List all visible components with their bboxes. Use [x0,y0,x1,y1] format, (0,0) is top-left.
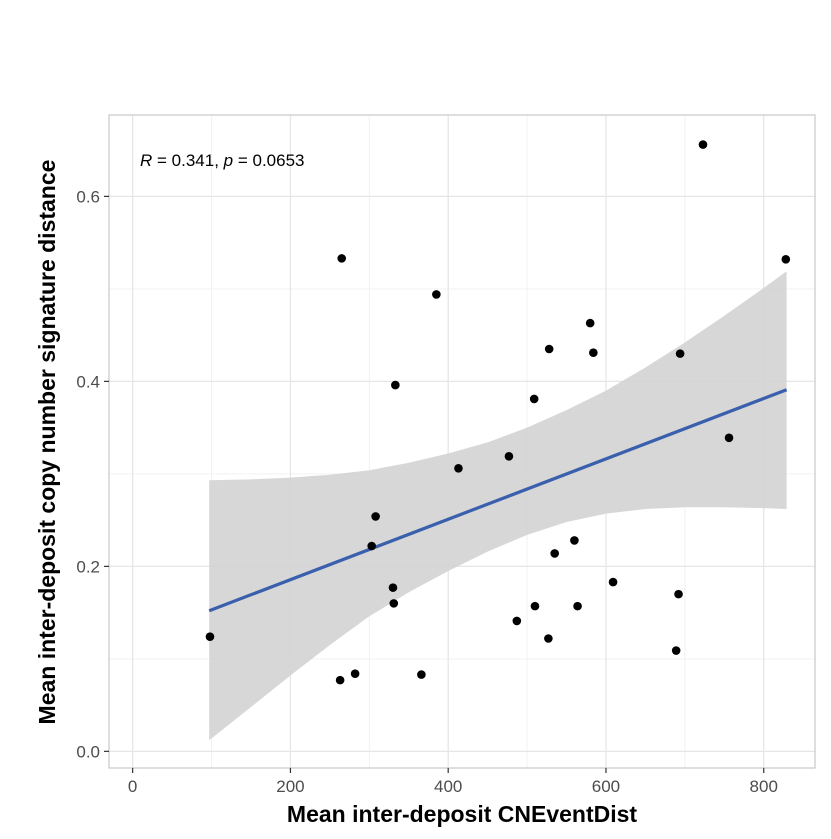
data-point [388,583,398,592]
data-point [544,344,554,354]
data-point [504,451,514,461]
data-point [550,549,559,558]
x-axis-title: Mean inter-deposit CNEventDist [287,801,637,827]
y-tick-label: 0.2 [76,557,100,576]
p-symbol: p [223,151,233,170]
data-point [530,601,540,611]
data-point [573,601,582,611]
data-point [371,512,380,521]
data-point [675,349,685,358]
data-point [698,140,708,149]
data-point [205,632,215,641]
regression-line [208,388,788,613]
confidence-band-layer [209,271,787,741]
data-point [454,464,463,473]
data-point [529,394,539,404]
data-point [674,589,683,599]
data-point [589,348,598,358]
data-point [724,433,734,443]
data-point [417,670,426,679]
x-tick-label: 600 [592,777,620,796]
correlation-annotation: R = 0.341, p = 0.0653 [140,151,305,170]
p-value: = 0.0653 [233,151,304,170]
x-tick-label: 200 [276,777,304,796]
y-axis-title: Mean inter-deposit copy number signature… [34,160,60,725]
y-tick-label: 0.0 [76,742,100,761]
data-point [335,675,345,685]
data-point [544,634,553,643]
y-tick-label: 0.6 [76,187,100,206]
r-value: = 0.341, [152,151,223,170]
data-point [671,646,681,655]
r-symbol: R [140,151,152,170]
data-point [350,669,360,678]
data-point [391,380,400,390]
data-point [432,290,441,299]
data-point [585,318,595,328]
y-tick-label: 0.4 [76,372,100,391]
regression-layer [208,388,788,613]
data-point [389,599,399,608]
y-axis: 0.0 0.2 0.4 0.6 [76,187,109,761]
confidence-band [209,271,787,741]
points-layer [205,140,791,685]
data-point [337,254,347,263]
panel-border [108,114,816,769]
data-point [781,254,791,264]
x-tick-label: 800 [750,777,778,796]
data-point [570,536,579,545]
x-tick-label: 400 [434,777,462,796]
data-point [367,541,376,551]
x-axis: 0 200 400 600 800 [128,768,778,796]
x-tick-label: 0 [128,777,137,796]
data-point [608,577,618,587]
data-point [512,616,522,626]
